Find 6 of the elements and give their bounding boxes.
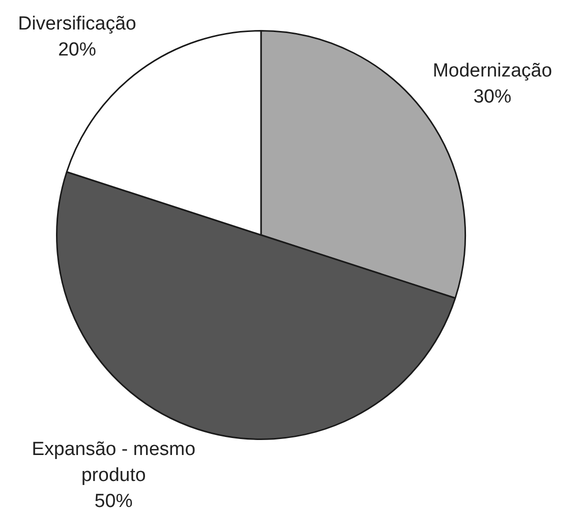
slice-label: Modernização [432,60,552,82]
data-label: 30% [473,86,512,108]
slice-label: Expansão - mesmo produto [32,439,196,486]
data-label: 50% [94,491,133,512]
data-label: 20% [58,40,96,61]
slice-label: Diversificação [18,14,136,35]
